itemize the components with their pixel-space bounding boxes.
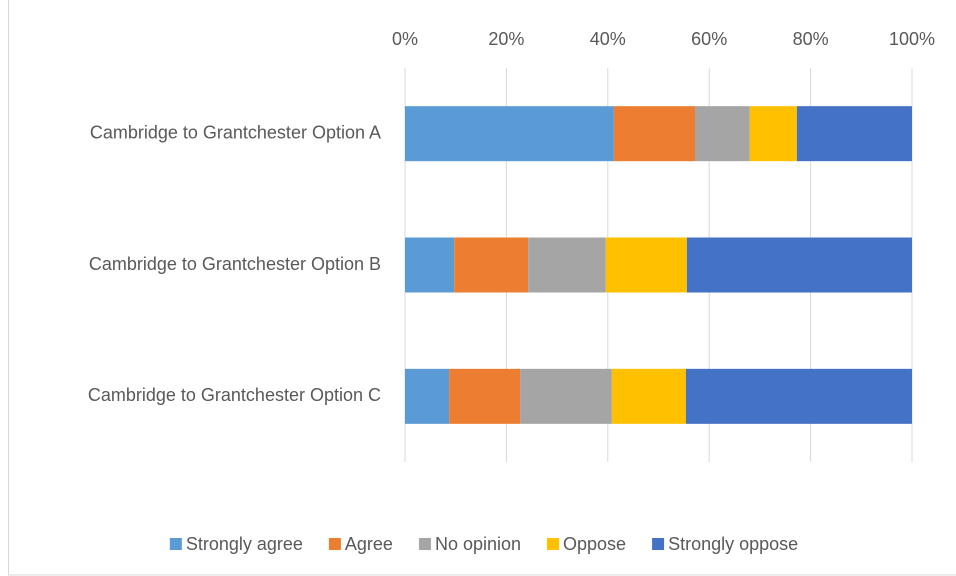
y-tick-label: Cambridge to Grantchester Option C	[88, 385, 381, 405]
legend-swatch	[418, 538, 431, 550]
y-tick-label: Cambridge to Grantchester Option A	[90, 122, 381, 142]
bar-segment	[520, 368, 612, 424]
legend-label: No opinion	[435, 534, 521, 554]
legend-swatch	[328, 538, 341, 550]
bar-segment	[605, 237, 687, 293]
bar-segment	[528, 237, 606, 293]
bar-segment	[686, 237, 912, 293]
x-tick-label: 80%	[793, 29, 829, 49]
bar-segment	[613, 106, 696, 162]
legend-swatch	[169, 538, 182, 550]
x-tick-label: 40%	[590, 29, 626, 49]
bar-segment	[405, 368, 450, 424]
bar-segment	[405, 237, 455, 293]
legend-swatch	[547, 538, 560, 550]
bar-segment	[449, 368, 521, 424]
legend-label: Strongly oppose	[668, 534, 798, 554]
bar-segment	[685, 368, 912, 424]
legend-label: Strongly agree	[186, 534, 303, 554]
x-tick-label: 100%	[889, 29, 935, 49]
bar-segment	[454, 237, 529, 293]
bar-segment	[749, 106, 797, 162]
chart-border	[8, 0, 956, 576]
legend-label: Oppose	[563, 534, 626, 554]
x-tick-label: 60%	[691, 29, 727, 49]
bar-segment	[611, 368, 686, 424]
bar-segment	[796, 106, 912, 162]
bar-segment	[405, 106, 614, 162]
x-tick-label: 20%	[488, 29, 524, 49]
legend-swatch	[652, 538, 665, 550]
y-tick-label: Cambridge to Grantchester Option B	[89, 254, 381, 274]
bar-segment	[695, 106, 750, 162]
legend-label: Agree	[345, 534, 393, 554]
x-tick-label: 0%	[392, 29, 418, 49]
